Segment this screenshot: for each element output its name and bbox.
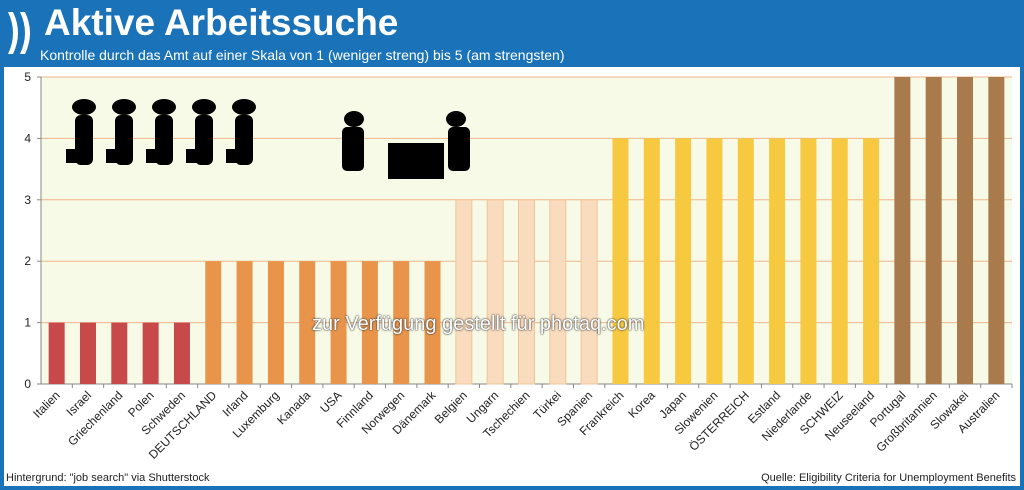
briefcase-icon	[146, 149, 168, 163]
x-tick-label: Italien	[30, 388, 63, 421]
person-waiting-icon	[72, 99, 96, 115]
briefcase-icon	[66, 149, 88, 163]
bar	[455, 199, 473, 385]
interview-person-icon	[344, 111, 364, 127]
desk-icon	[388, 143, 444, 179]
interviewer-icon	[448, 127, 470, 171]
bar	[549, 199, 567, 385]
bar	[205, 261, 222, 384]
y-tick-label: 0	[24, 377, 31, 391]
bar	[173, 322, 190, 384]
bar	[486, 199, 504, 385]
bar	[299, 261, 316, 384]
bar	[142, 322, 159, 384]
y-tick-label: 4	[24, 131, 31, 145]
bar	[675, 138, 692, 384]
bar	[111, 322, 128, 384]
bar	[518, 199, 535, 385]
bar	[957, 77, 974, 384]
briefcase-icon	[226, 149, 248, 163]
bar	[988, 77, 1005, 384]
image-credit: Hintergrund: "job search" via Shuttersto…	[6, 472, 210, 484]
chart-panel: 0 1 2 3 4 5 Italien Israel Griechenland Polen Schw…	[4, 67, 1020, 486]
bar	[894, 77, 911, 384]
person-waiting-icon	[192, 99, 216, 115]
bar	[769, 138, 786, 384]
bar	[580, 199, 598, 385]
bar	[706, 138, 723, 384]
interview-person-icon	[342, 127, 364, 171]
x-tick-label: USA	[317, 388, 344, 415]
bar	[267, 261, 284, 384]
y-tick-label: 2	[24, 254, 31, 268]
page-title: Aktive Arbeitssuche	[44, 2, 399, 43]
bar	[831, 138, 848, 384]
source-note: Quelle: Eligibility Criteria for Unemplo…	[761, 472, 1016, 484]
bar	[393, 261, 410, 384]
chart-subtitle: Kontrolle durch das Amt auf einer Skala …	[40, 47, 565, 63]
y-tick-label: 5	[24, 70, 31, 84]
x-tick-label: Belgien	[432, 388, 470, 426]
x-tick-label: Kanada	[274, 388, 313, 427]
bar	[925, 77, 942, 384]
y-tick-label: 3	[24, 193, 31, 207]
oecd-logo-icon	[8, 12, 30, 54]
briefcase-icon	[186, 149, 208, 163]
bar	[361, 261, 378, 384]
bar	[424, 261, 441, 384]
bar	[737, 138, 754, 384]
bar	[800, 138, 817, 384]
bar	[79, 322, 96, 384]
interviewer-icon	[446, 111, 466, 127]
person-waiting-icon	[152, 99, 176, 115]
bar	[612, 138, 629, 384]
bar	[48, 322, 65, 384]
header: Aktive Arbeitssuche Kontrolle durch das …	[0, 0, 1024, 66]
y-tick-label: 1	[24, 316, 31, 330]
briefcase-icon	[106, 149, 128, 163]
watermark: zur Verfügung gestellt für photaq.com	[312, 313, 645, 335]
bar	[863, 138, 880, 384]
bar	[643, 138, 660, 384]
person-waiting-icon	[112, 99, 136, 115]
x-tick-label: Korea	[625, 388, 658, 421]
person-waiting-icon	[232, 99, 256, 115]
bar	[330, 261, 347, 384]
bar	[236, 261, 253, 384]
